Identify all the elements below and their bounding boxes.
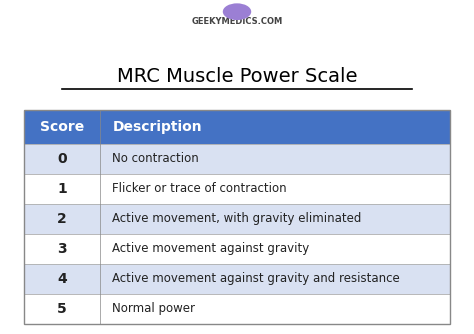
Text: 3: 3 bbox=[57, 242, 67, 256]
Text: GEEKYMEDICS.COM: GEEKYMEDICS.COM bbox=[191, 17, 283, 26]
Text: Active movement, with gravity eliminated: Active movement, with gravity eliminated bbox=[112, 212, 362, 225]
FancyBboxPatch shape bbox=[24, 110, 450, 144]
Text: Score: Score bbox=[40, 120, 84, 134]
Text: Normal power: Normal power bbox=[112, 303, 195, 315]
FancyBboxPatch shape bbox=[24, 144, 450, 174]
FancyBboxPatch shape bbox=[24, 174, 450, 204]
FancyBboxPatch shape bbox=[24, 204, 450, 234]
Text: 2: 2 bbox=[57, 212, 67, 226]
Text: No contraction: No contraction bbox=[112, 152, 199, 165]
Ellipse shape bbox=[223, 3, 251, 20]
FancyBboxPatch shape bbox=[24, 234, 450, 264]
FancyBboxPatch shape bbox=[24, 294, 450, 324]
Text: Active movement against gravity and resistance: Active movement against gravity and resi… bbox=[112, 273, 400, 285]
Text: MRC Muscle Power Scale: MRC Muscle Power Scale bbox=[117, 67, 357, 86]
FancyBboxPatch shape bbox=[24, 264, 450, 294]
Text: 0: 0 bbox=[57, 152, 67, 166]
Text: 5: 5 bbox=[57, 302, 67, 316]
Text: Flicker or trace of contraction: Flicker or trace of contraction bbox=[112, 182, 287, 195]
Text: Description: Description bbox=[112, 120, 202, 134]
Text: Active movement against gravity: Active movement against gravity bbox=[112, 242, 310, 255]
Text: 1: 1 bbox=[57, 182, 67, 196]
Text: 4: 4 bbox=[57, 272, 67, 286]
